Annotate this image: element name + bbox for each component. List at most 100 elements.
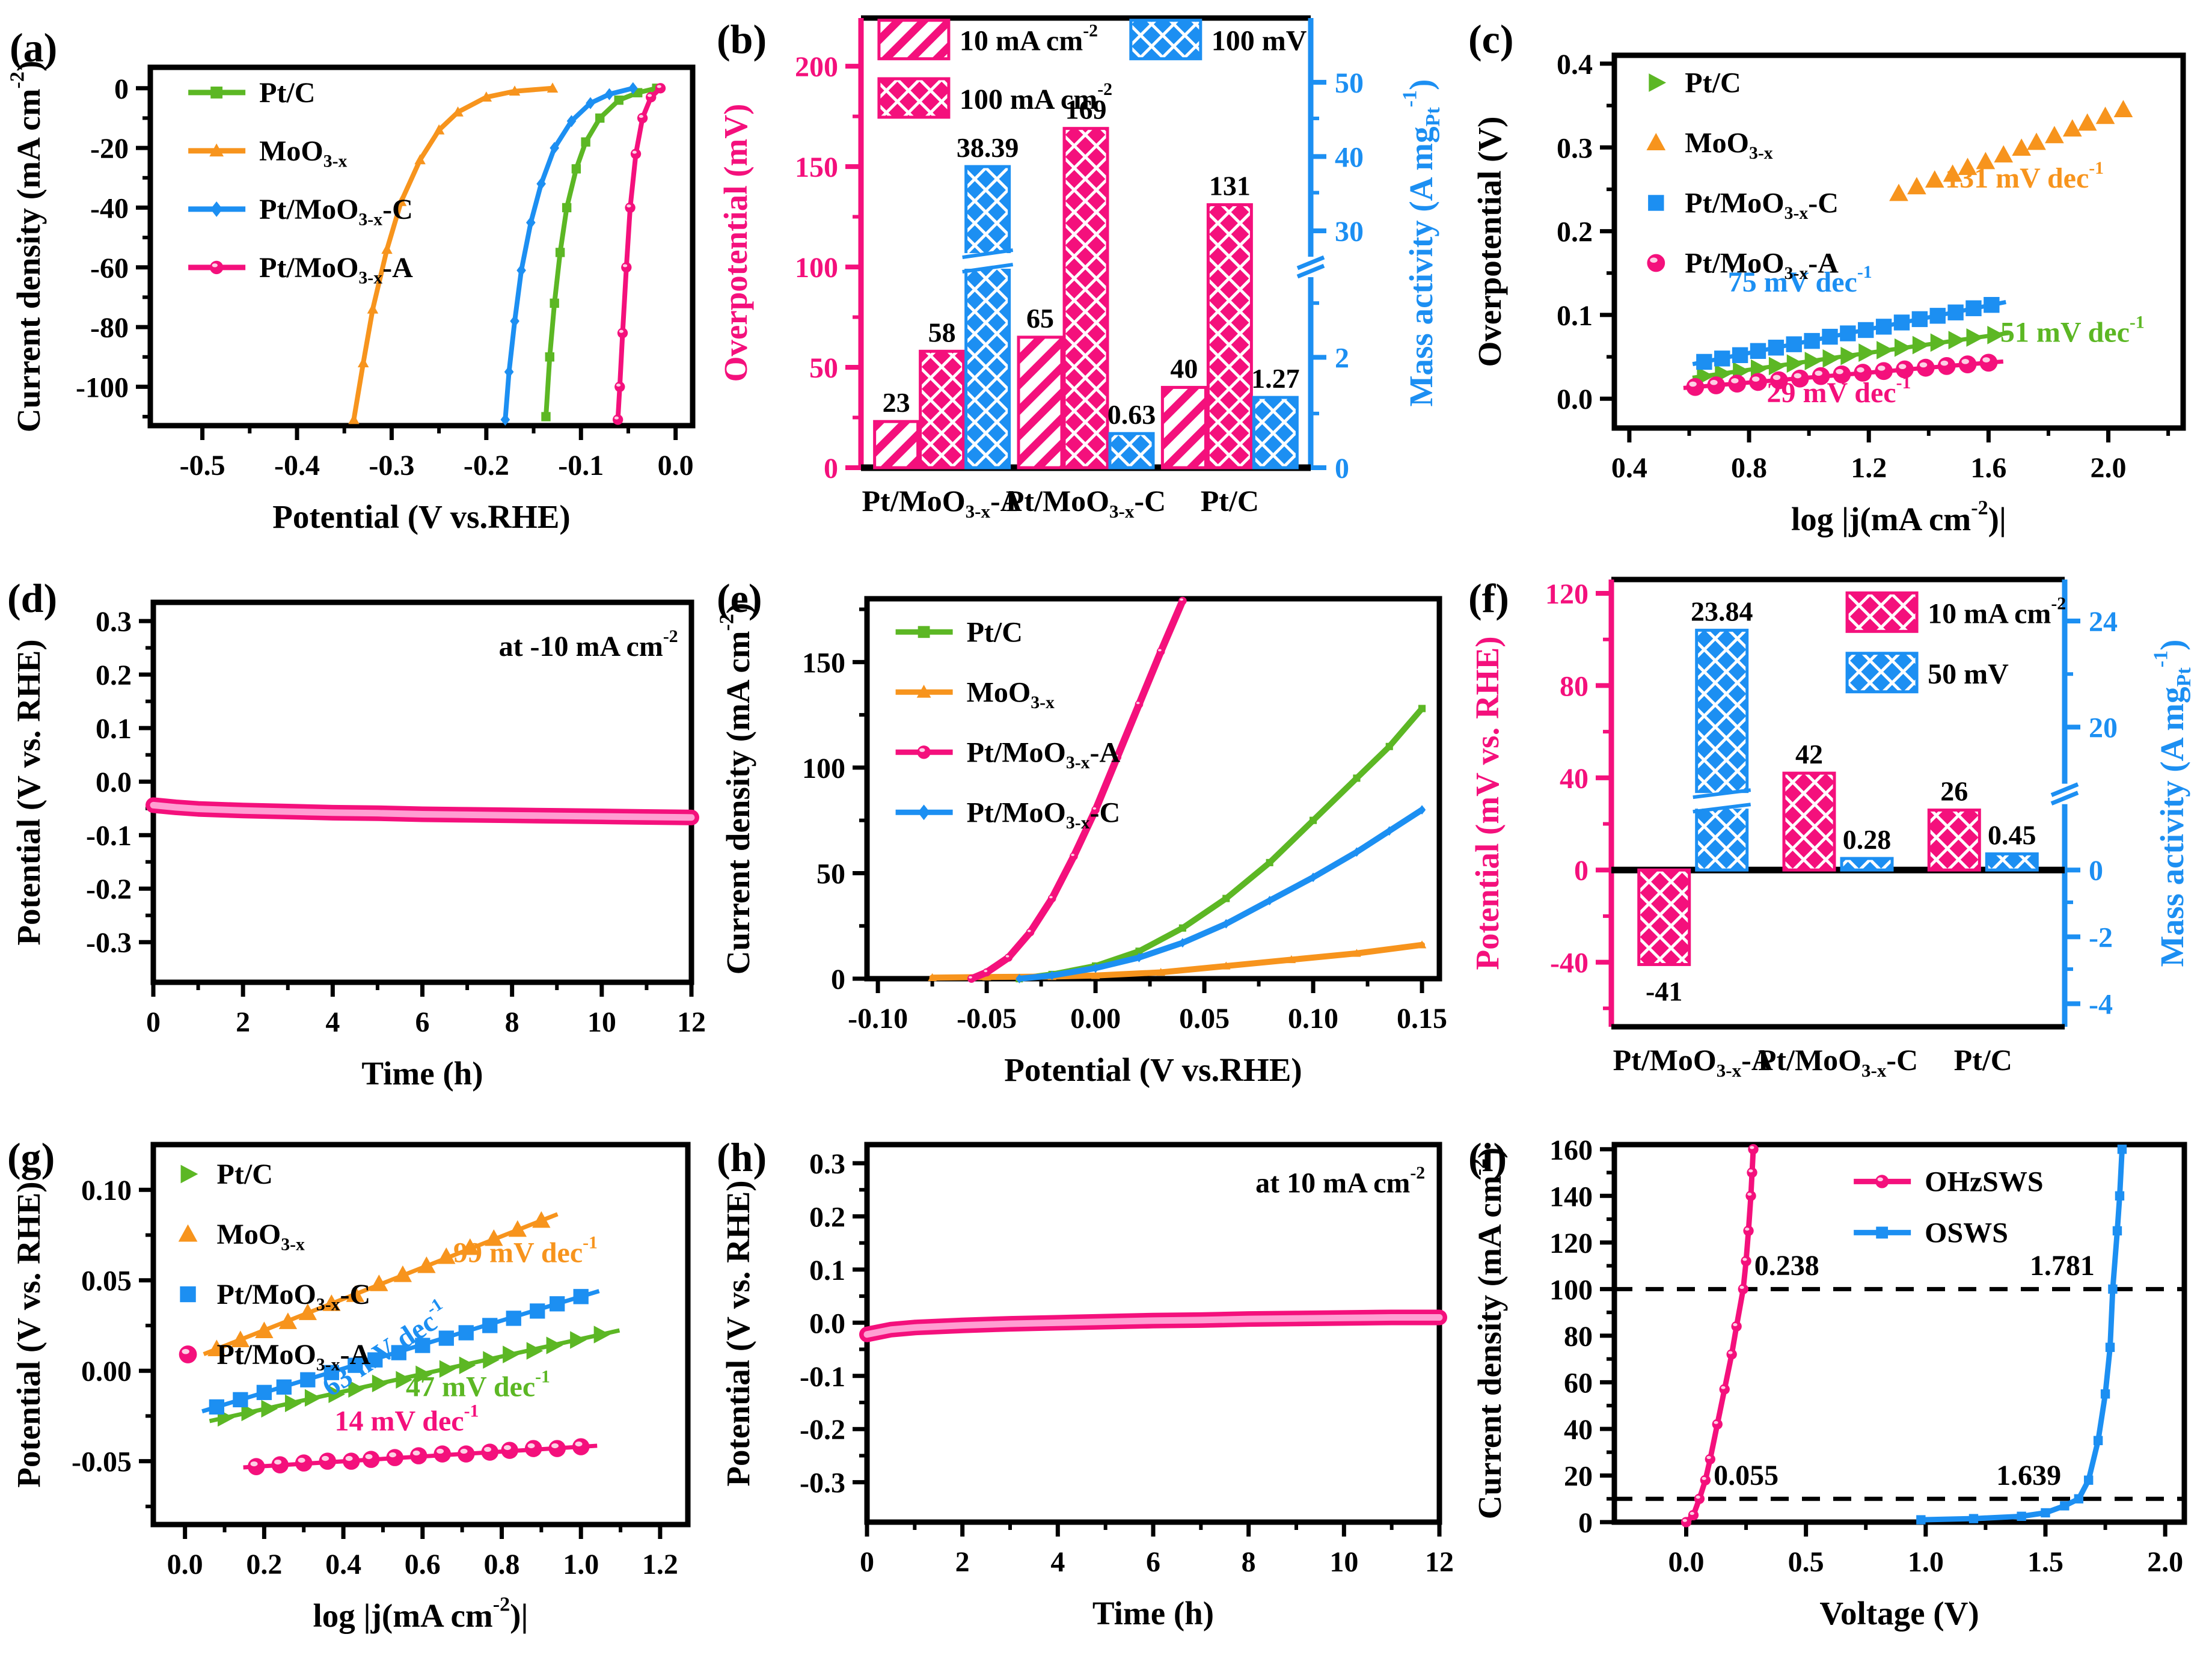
series-pt-moo-3-x-a [1683,353,2004,396]
panel-h-letter: (h) [717,1134,767,1180]
y-tick-label: 0.00 [81,1356,132,1387]
legend-label: MoO3-x [1685,127,1772,164]
legend-label: 100 mV [1212,25,1307,57]
bar-value-label: 1.27 [1251,363,1300,394]
x-tick-label: 2 [236,1006,250,1038]
series-moo-3-x- [203,1211,559,1357]
legend-label: 10 mA cm-2 [1928,593,2066,629]
category-label: Pt/C [1201,484,1259,518]
panel-d-canvas: 0 2 4 6 8 10 12 0.3 0.2 0.1 0.0 -0.1 -0.2 -0.3 Time (h… [10,599,706,1092]
axes: 0 2 4 6 8 10 12 0.3 0.2 0.1 0.0 -0.1 -0.2 -0.3 Time (h… [720,1142,1454,1632]
x-tick-label: 0.4 [325,1549,361,1580]
x-tick-label: 0.0 [1668,1546,1704,1578]
y-tick-label: 0.3 [96,606,132,638]
left-tick-label: 80 [1560,670,1589,702]
x-tick-label: 1.5 [2027,1546,2063,1578]
x-tick-label: 0.6 [405,1549,441,1580]
x-tick-label: 8 [1242,1546,1256,1578]
y-tick-label: 0.10 [81,1175,132,1207]
panel-i: (i) 0.0 0.5 1.0 1.5 2.0 0 20 40 60 80 100 120 140 160… [1461,1118,2212,1664]
legend-label: 50 mV [1928,658,2009,690]
y-tick-label: -0.2 [86,873,132,905]
legend-label: Pt/C [967,616,1023,648]
annotation: 47 mV dec-1 [406,1366,550,1402]
x-axis-label: Potential (V vs.RHE) [1004,1051,1302,1088]
left-tick-label: 100 [795,252,838,284]
x-axis-label: Potential (V vs.RHE) [272,498,570,535]
series-pt-moo-3-x-c [1016,805,1426,983]
panel-f-letter: (f) [1468,575,1509,621]
legend-item: 50 mV [1845,652,2009,694]
right-tick-label: 40 [1335,141,1364,173]
y-tick-label: 120 [1549,1228,1593,1259]
y-tick-label: 0.1 [96,713,132,745]
panel-a-canvas: -0.5 -0.4 -0.3 -0.2 -0.1 0.0 0 -20 -40 -60 -80 -100… [7,61,696,535]
left-axis-label: Potential (mV vs. RHE) [1469,636,1506,970]
x-tick-label: 6 [1146,1546,1160,1578]
legend-item: 100 mV [1129,19,1307,61]
bar-series-10-ma-cm-2-: -41 42 26 [1637,739,1981,1006]
legend-label: Pt/C [259,77,315,109]
right-tick-label: 30 [1335,216,1364,248]
y-tick-label: 0.2 [96,659,132,691]
annotation: 1.781 [2030,1250,2095,1282]
annotation: 0.238 [1754,1250,1819,1282]
x-tick-label: -0.1 [558,450,604,482]
x-axis-label: log |j(mA cm-2)| [313,1594,528,1634]
y-tick-label: 0.2 [1557,216,1593,248]
series-pt-moo-3-x-c [1692,296,2006,370]
bar-value-label: 131 [1209,171,1251,201]
y-tick-label: 0.4 [1557,49,1593,81]
category-label: Pt/MoO3-x-C [1758,1043,1918,1081]
x-tick-label: 0.4 [1611,452,1647,484]
panel-i-canvas: 0.0 0.5 1.0 1.5 2.0 0 20 40 60 80 100 120 140 160 Volt… [1468,1134,2187,1632]
panel-i-letter: (i) [1468,1134,1507,1180]
series-pt-moo-3-x-c [201,1289,600,1415]
legend-label: Pt/MoO3-x-A [967,736,1121,772]
y-tick-label: -0.05 [72,1446,132,1478]
y-tick-label: 0 [831,964,845,996]
right-tick-label: 2 [1335,342,1349,374]
x-tick-label: 1.2 [642,1549,678,1580]
right-tick-label: 24 [2089,606,2118,638]
series-pt-c [209,1326,620,1427]
annotation: 99 mV dec-1 [453,1233,598,1269]
left-tick-label: 120 [1545,578,1589,610]
panel-d-letter: (d) [7,575,58,621]
series-pt-moo-3-x-a [146,797,699,825]
left-tick-label: 0 [824,453,838,485]
y-tick-label: 0.1 [809,1255,845,1286]
y-tick-label: 0.0 [809,1308,845,1339]
legend-label: MoO3-x [967,676,1055,712]
y-tick-label: 0 [1578,1507,1593,1539]
x-tick-label: 2.0 [2091,452,2127,484]
legend: Pt/C MoO3-x Pt/MoO3-x-A Pt/MoO3-x-C [895,616,1121,833]
y-tick-label: -0.2 [800,1414,845,1446]
legend-label: 10 mA cm-2 [960,21,1098,57]
category-label: Pt/MoO3-x-C [1006,484,1166,522]
x-tick-label: 12 [1425,1546,1454,1578]
legend: Pt/C MoO3-x Pt/MoO3-x-C Pt/MoO3-x-A [1646,67,1839,283]
series-pt-c [541,84,661,421]
x-tick-label: 0.8 [483,1549,519,1580]
right-tick-label: 0 [1335,453,1349,485]
x-tick-label: 0.0 [658,450,694,482]
legend-item: 100 mA cm-2 [877,77,1112,119]
panel-f: (f) -40 0 40 80 120 -4 -2 0 20 24 Potential (mV vs… [1461,559,2212,1118]
y-tick-label: 0 [114,73,129,105]
y-tick-label: -0.1 [800,1361,845,1393]
y-axis-label: Overpotential (V) [1471,117,1508,367]
x-tick-label: 8 [505,1006,519,1038]
y-tick-label: 0.0 [1557,384,1593,415]
x-tick-label: 1.0 [1908,1546,1944,1578]
legend-label: Pt/MoO3-x-A [217,1339,371,1375]
x-tick-label: 0.15 [1397,1003,1447,1035]
y-tick-label: 0.1 [1557,300,1593,332]
bar-value-label: 42 [1795,739,1823,769]
legend-label: 100 mA cm-2 [960,79,1112,115]
x-tick-label: -0.5 [180,450,225,482]
left-tick-label: -40 [1550,947,1589,979]
panel-g: (g) 0.0 0.2 0.4 0.6 0.8 1.0 1.2 0.10 0.05 0.00 -0.… [0,1118,709,1664]
y-tick-label: 60 [1564,1367,1593,1399]
legend: Pt/C MoO3-x Pt/MoO3-x-C Pt/MoO3-x-A [188,77,413,287]
